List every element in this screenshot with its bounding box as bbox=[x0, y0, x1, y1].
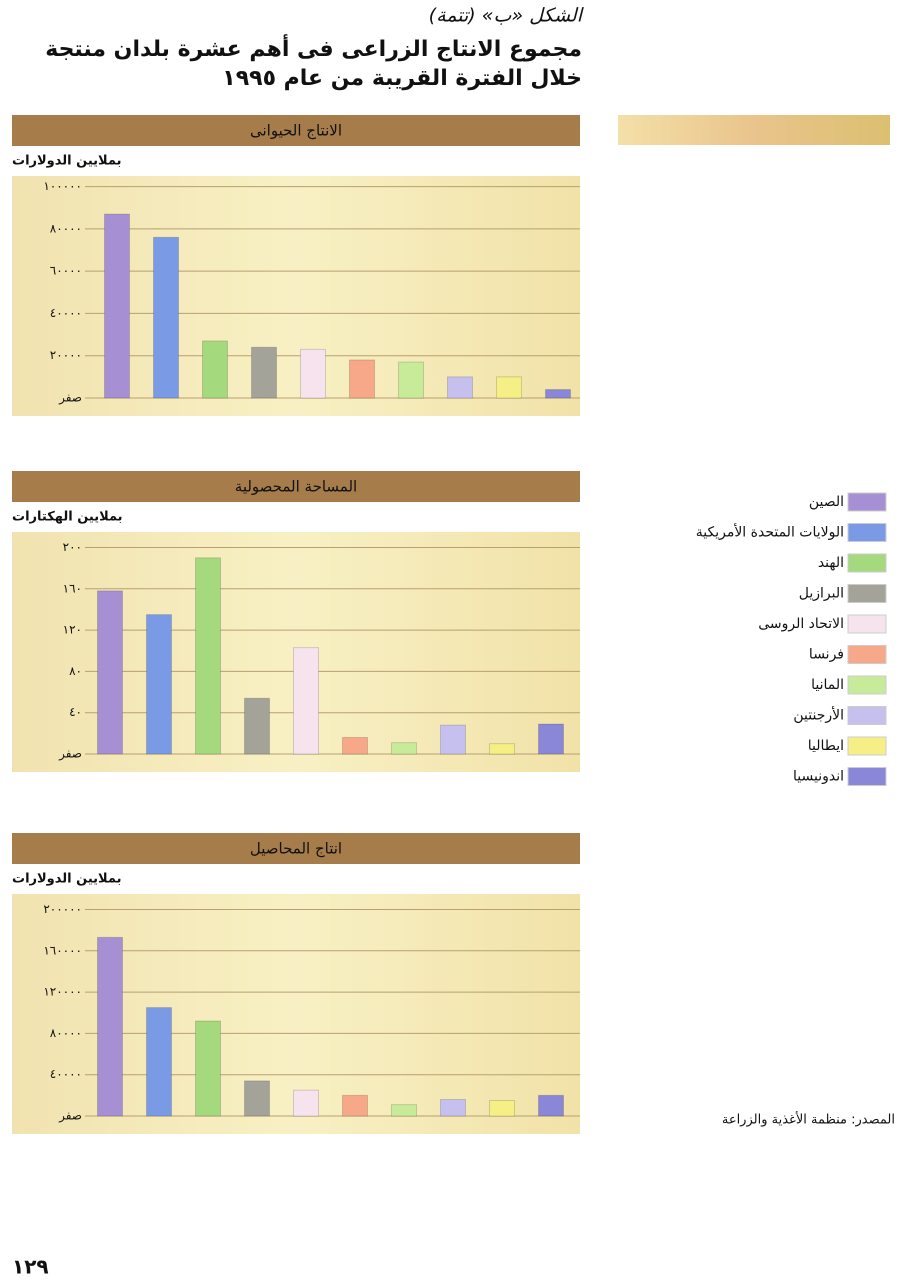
bar bbox=[440, 724, 466, 755]
legend: الصين الولايات المتحدة الأمريكية الهند البر… bbox=[696, 492, 887, 786]
bar bbox=[496, 376, 522, 399]
bar bbox=[538, 1094, 564, 1117]
bar bbox=[244, 1080, 270, 1117]
y-tick-label: ٤٠ bbox=[69, 705, 82, 719]
bar bbox=[293, 1089, 319, 1117]
y-tick-label: ١٢٠ bbox=[63, 623, 82, 637]
bar bbox=[398, 361, 424, 399]
y-tick-label: ٨٠ bbox=[69, 664, 82, 678]
y-tick-label: ٢٠٠٠٠٠ bbox=[43, 902, 82, 916]
bar bbox=[244, 697, 270, 755]
bar bbox=[391, 742, 417, 755]
y-tick-label: صفر bbox=[58, 747, 82, 762]
bar bbox=[447, 376, 473, 399]
legend-label: فرنسا bbox=[809, 647, 844, 663]
bar bbox=[146, 1007, 172, 1117]
legend-label: ايطاليا bbox=[808, 738, 844, 754]
chart-header bbox=[12, 115, 580, 146]
bar bbox=[489, 743, 515, 755]
y-axis-label: بملايين الهكتارات bbox=[12, 510, 123, 525]
plot-area bbox=[12, 176, 580, 416]
bar bbox=[146, 614, 172, 755]
legend-swatch bbox=[847, 675, 887, 695]
chart-title: الانتاج الحيوانى bbox=[250, 122, 342, 141]
legend-swatch bbox=[847, 767, 887, 786]
bar bbox=[251, 346, 277, 399]
y-axis-label: بملايين الدولارات bbox=[12, 154, 122, 169]
source: المصدر: منظمة الأغذية والزراعة bbox=[722, 1111, 895, 1128]
legend-label: الهند bbox=[818, 555, 844, 571]
bar bbox=[342, 736, 368, 755]
bar bbox=[293, 647, 319, 755]
legend-swatch bbox=[847, 492, 887, 512]
bar bbox=[97, 590, 123, 755]
legend-label: الأرجنتين bbox=[793, 706, 844, 724]
bar bbox=[202, 340, 228, 399]
y-tick-label: ٨٠٠٠٠ bbox=[50, 1026, 82, 1040]
legend-swatch bbox=[847, 584, 887, 603]
chart-header bbox=[12, 471, 580, 502]
y-tick-label: ١٦٠٠٠٠ bbox=[43, 943, 82, 957]
page-number: ١٢٩ bbox=[12, 1255, 49, 1279]
bar bbox=[104, 213, 130, 399]
y-axis-label: بملايين الدولارات bbox=[12, 872, 122, 887]
bar bbox=[440, 1098, 466, 1117]
bar bbox=[195, 1020, 221, 1117]
chart-header bbox=[12, 833, 580, 864]
legend-swatch bbox=[847, 523, 887, 542]
bar bbox=[342, 1094, 368, 1117]
title-line: مجموع الانتاج الزراعى فى أهم عشرة بلدان … bbox=[45, 33, 582, 62]
y-tick-label: ٢٠٠ bbox=[63, 540, 82, 554]
bar bbox=[538, 723, 564, 755]
bar bbox=[300, 348, 326, 399]
legend-label: المانيا bbox=[811, 677, 844, 693]
y-tick-label: ٤٠٠٠٠ bbox=[50, 1067, 82, 1081]
legend-swatch bbox=[847, 736, 887, 756]
legend-label: الولايات المتحدة الأمريكية bbox=[696, 523, 844, 541]
y-tick-label: ٤٠٠٠٠ bbox=[50, 306, 82, 320]
chart-title: المساحة المحصولية bbox=[235, 478, 357, 496]
bar bbox=[195, 557, 221, 755]
bar bbox=[489, 1100, 515, 1117]
legend-swatch bbox=[847, 706, 887, 725]
legend-label: الاتحاد الروسى bbox=[758, 616, 844, 632]
title-line: خلال الفترة القريبة من عام ١٩٩٥ bbox=[222, 66, 582, 91]
y-tick-label: ١٠٠٠٠٠ bbox=[43, 179, 82, 193]
y-tick-label: صفر bbox=[58, 1109, 82, 1124]
y-tick-label: ٨٠٠٠٠ bbox=[50, 221, 82, 235]
legend-label: الصين bbox=[809, 494, 844, 510]
bar bbox=[545, 389, 571, 399]
bar bbox=[391, 1104, 417, 1117]
legend-label: اندونيسيا bbox=[793, 769, 844, 785]
y-tick-label: ٦٠٠٠٠ bbox=[50, 264, 82, 278]
legend-swatch bbox=[847, 645, 887, 664]
y-tick-label: صفر bbox=[58, 391, 82, 406]
bar bbox=[97, 936, 123, 1117]
chart-title: انتاج المحاصيل bbox=[250, 840, 342, 859]
y-tick-label: ١٢٠٠٠٠ bbox=[43, 985, 82, 999]
legend-swatch bbox=[847, 614, 887, 634]
bar bbox=[153, 236, 179, 399]
y-tick-label: ٢٠٠٠٠ bbox=[50, 348, 82, 362]
y-tick-label: ١٦٠ bbox=[63, 581, 82, 595]
bar bbox=[349, 359, 375, 399]
legend-label: البرازيل bbox=[799, 586, 844, 602]
decoration bbox=[618, 115, 890, 145]
figure-label: الشكل «ب» (تتمة) bbox=[429, 5, 585, 27]
legend-swatch bbox=[847, 553, 887, 573]
